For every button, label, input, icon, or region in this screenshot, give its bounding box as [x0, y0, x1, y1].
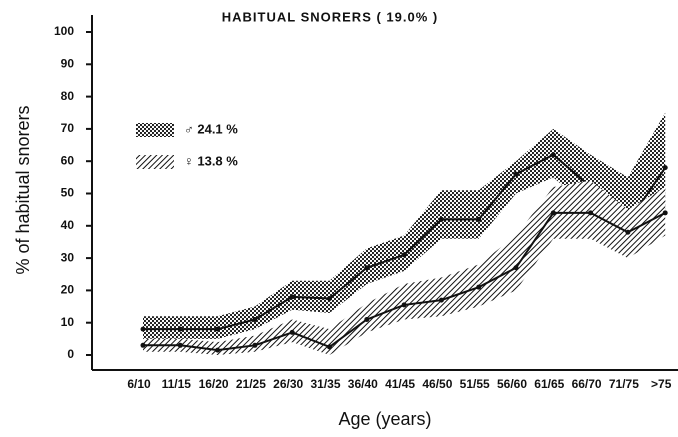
data-point [140, 326, 146, 332]
x-tick-label: 26/30 [273, 377, 303, 391]
x-axis-label: Age (years) [338, 409, 431, 429]
y-tick-label: 50 [61, 186, 75, 200]
legend-label: ♂ 24.1 % [184, 121, 238, 136]
x-tick-label: 36/40 [348, 377, 378, 391]
legend-swatch [136, 155, 174, 169]
data-point [215, 347, 221, 353]
y-tick-label: 80 [61, 89, 75, 103]
x-tick-label: 16/20 [199, 377, 229, 391]
data-point [662, 165, 668, 171]
x-tick-label: 21/25 [236, 377, 266, 391]
confidence-band [143, 180, 666, 355]
x-tick-label: 46/50 [422, 377, 452, 391]
y-tick-label: 40 [61, 218, 75, 232]
data-point [327, 344, 332, 350]
data-point [364, 316, 370, 322]
data-point [401, 302, 407, 308]
x-tick-label: 56/60 [497, 377, 527, 391]
x-tick-label: 11/15 [162, 377, 192, 391]
data-point [140, 342, 146, 348]
x-tick-label: 41/45 [385, 377, 415, 391]
y-tick-label: 60 [61, 153, 75, 167]
data-point [662, 210, 668, 216]
data-point [476, 284, 482, 290]
legend-label: ♀ 13.8 % [184, 153, 238, 168]
y-tick-label: 90 [61, 56, 75, 70]
data-point [177, 326, 183, 332]
data-point [476, 216, 482, 222]
data-point [401, 252, 407, 258]
data-point [215, 326, 221, 332]
data-point [289, 329, 295, 335]
data-point [252, 342, 258, 348]
x-tick-label: 66/70 [572, 377, 602, 391]
chart-title: HABITUAL SNORERS ( 19.0% ) [222, 9, 438, 24]
data-point [438, 216, 444, 222]
legend-swatch [136, 123, 174, 137]
y-axis-label: % of habitual snorers [13, 105, 33, 274]
data-point [550, 210, 556, 216]
y-tick-label: 70 [61, 121, 75, 135]
data-point [550, 152, 556, 158]
x-tick-label: >75 [651, 377, 672, 391]
x-tick-label: 61/65 [534, 377, 564, 391]
data-point [513, 265, 519, 271]
data-point [513, 171, 519, 177]
x-tick-label: 31/35 [310, 377, 340, 391]
y-tick-label: 0 [67, 347, 74, 361]
confidence-band [143, 112, 666, 339]
data-point [289, 294, 295, 300]
y-tick-label: 10 [61, 315, 75, 329]
data-point [625, 229, 631, 235]
x-tick-label: 51/55 [460, 377, 490, 391]
y-tick-label: 30 [61, 250, 75, 264]
x-tick-label: 6/10 [127, 377, 151, 391]
data-point [327, 295, 332, 301]
data-point [364, 265, 370, 271]
x-tick-label: 71/75 [609, 377, 639, 391]
data-point [252, 316, 258, 322]
data-point [177, 342, 183, 348]
data-point [588, 210, 594, 216]
data-point [438, 297, 444, 303]
y-tick-label: 100 [54, 24, 74, 38]
y-tick-label: 20 [61, 283, 75, 297]
